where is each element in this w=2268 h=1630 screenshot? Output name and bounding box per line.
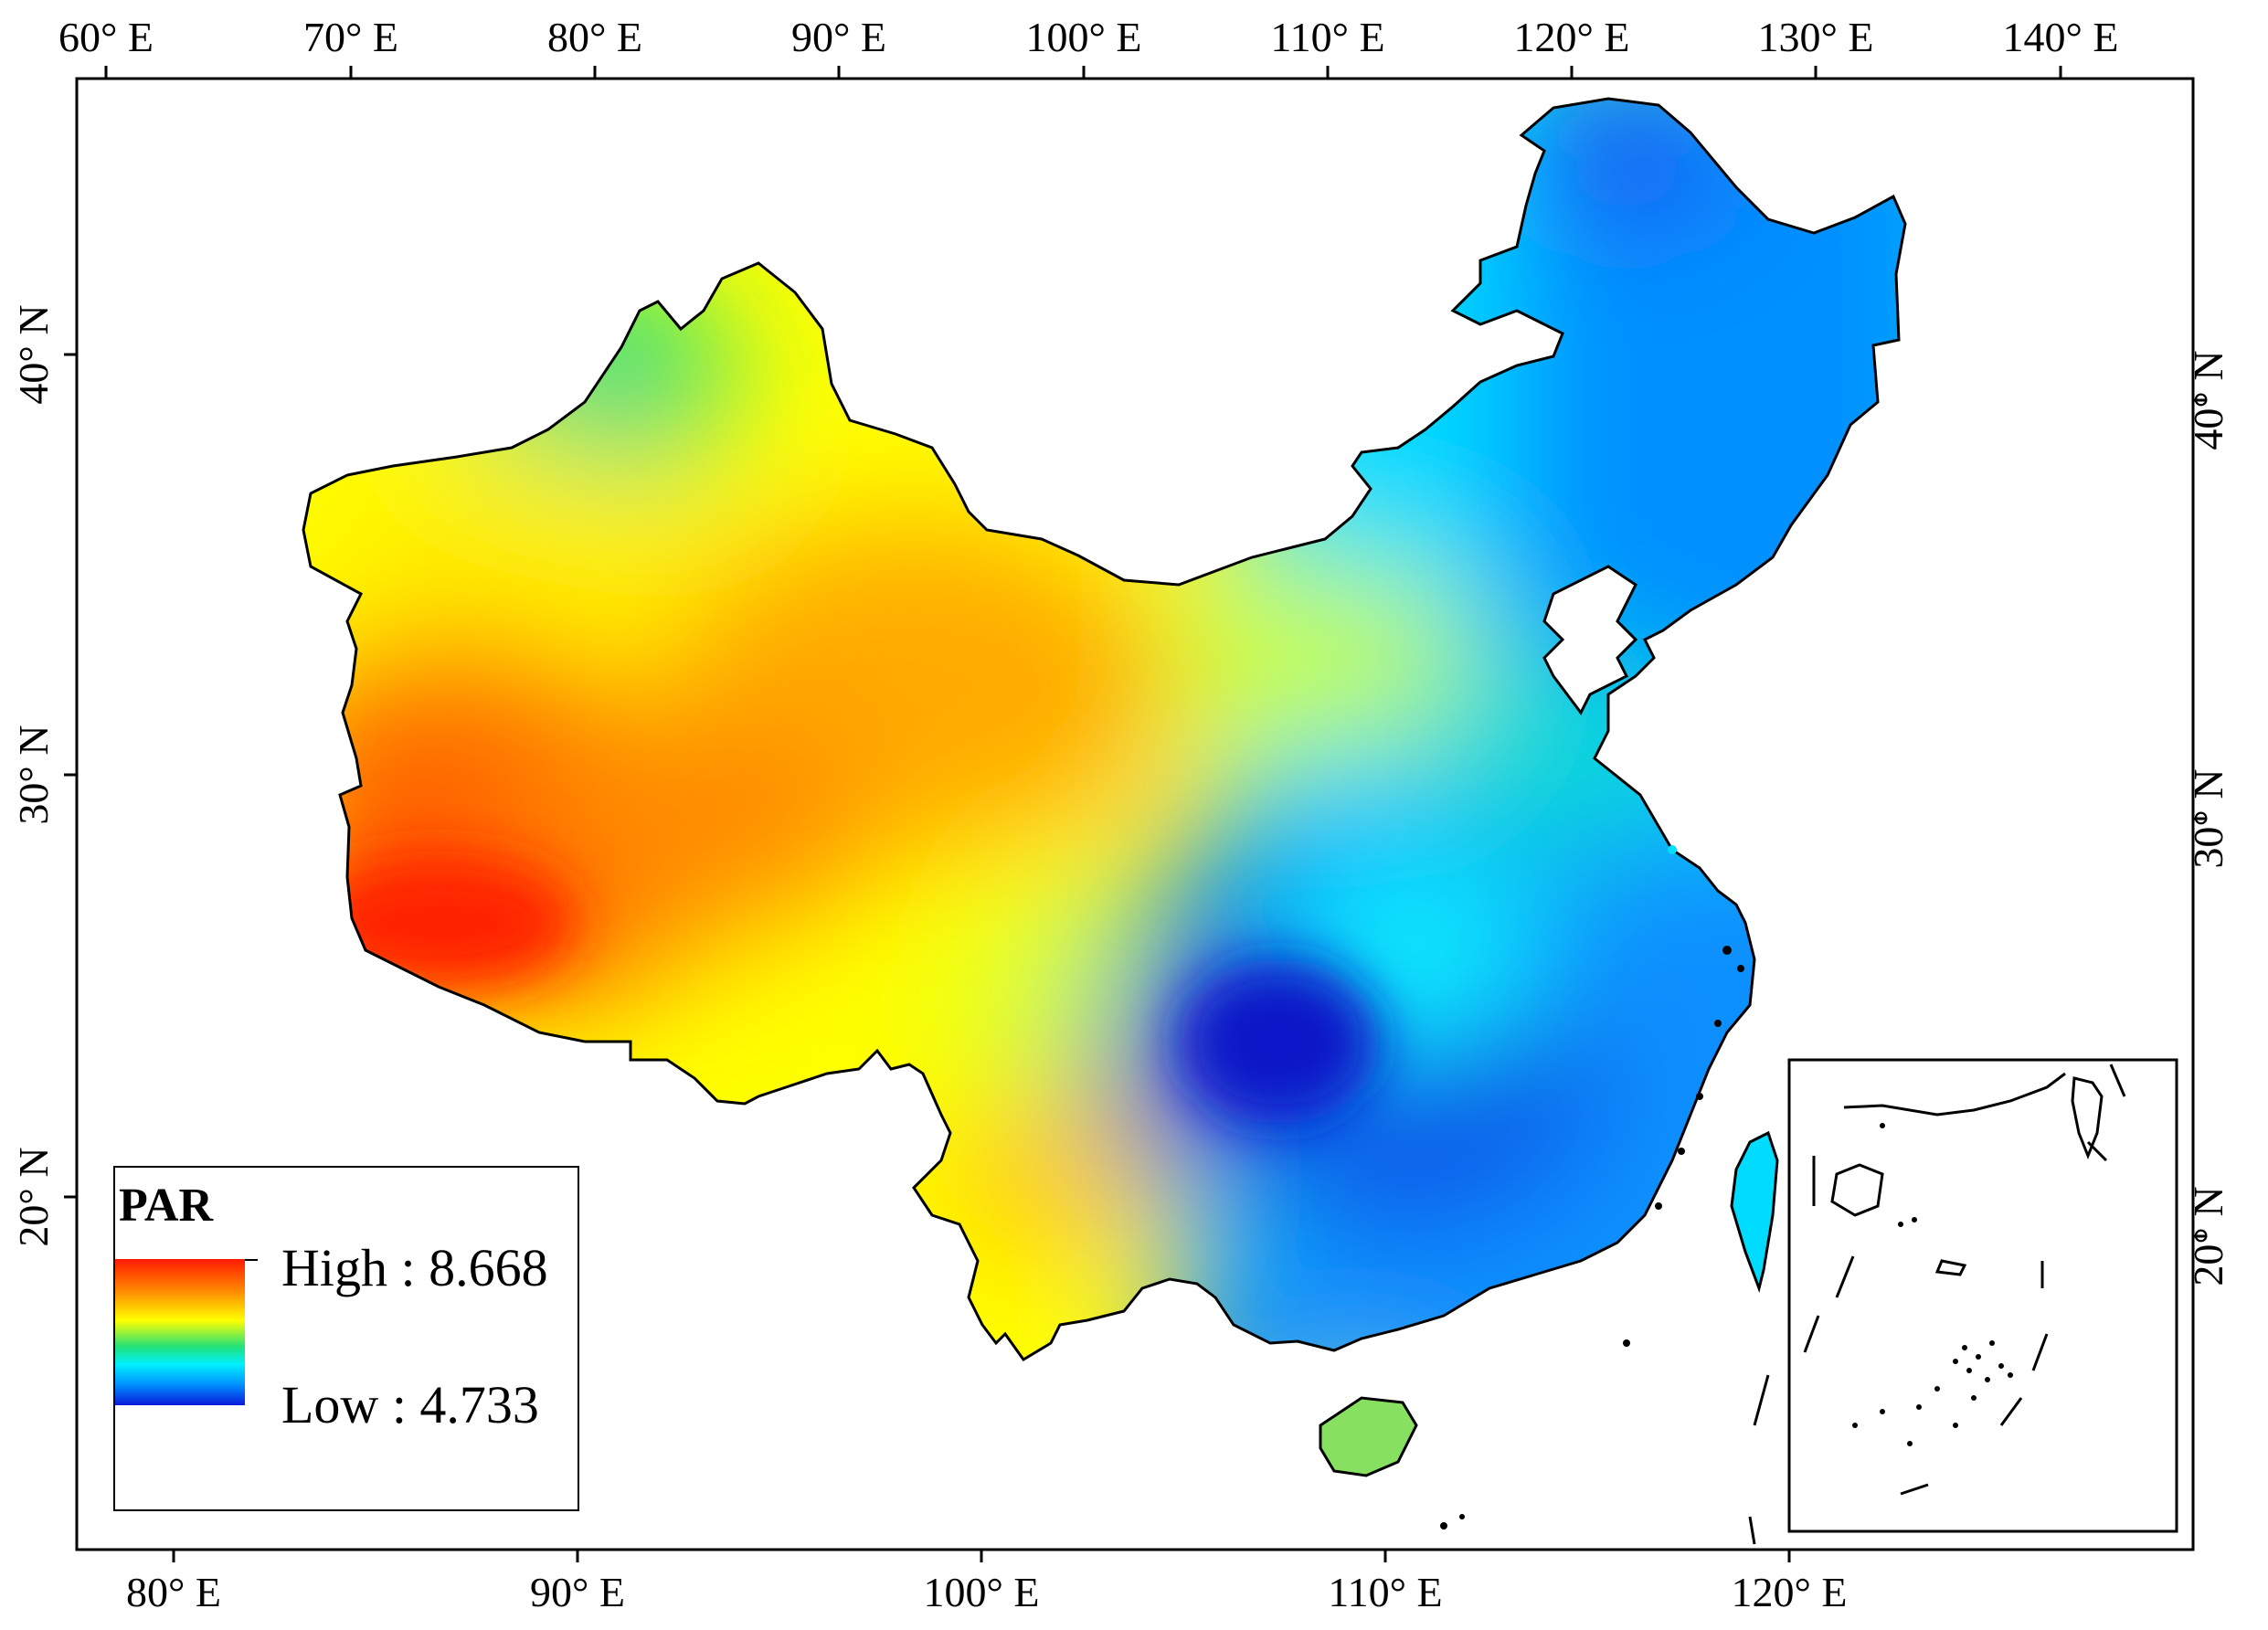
bottom-axis-labels: 80° E 90° E 100° E 110° E 120° E <box>126 1569 1848 1615</box>
top-label: 100° E <box>1026 14 1142 60</box>
bottom-label: 120° E <box>1732 1569 1848 1615</box>
top-label: 70° E <box>303 14 398 60</box>
legend-high-label: High : 8.668 <box>281 1238 548 1297</box>
legend-low-label: Low : 4.733 <box>281 1375 539 1434</box>
bottom-label: 90° E <box>530 1569 625 1615</box>
left-axis-labels: 40° N 30° N 20° N <box>10 304 57 1246</box>
bottom-label: 100° E <box>924 1569 1040 1615</box>
bottom-label: 110° E <box>1328 1569 1442 1615</box>
legend-high-tick <box>245 1259 258 1261</box>
left-label: 20° N <box>10 1147 57 1246</box>
bottom-label: 80° E <box>126 1569 221 1615</box>
top-label: 90° E <box>791 14 886 60</box>
left-label: 40° N <box>10 304 57 404</box>
left-label: 30° N <box>10 725 57 824</box>
right-axis-ticks <box>2193 398 2206 1238</box>
hainan-island <box>1319 1396 1418 1477</box>
right-label: 30° N <box>2185 768 2231 868</box>
bottom-axis-ticks <box>172 1550 1791 1562</box>
taiwan-island <box>1730 1130 1779 1294</box>
top-label: 120° E <box>1514 14 1630 60</box>
top-label: 80° E <box>547 14 642 60</box>
top-axis-labels: 60° E 70° E 80° E 90° E 100° E 110° E 12… <box>58 14 2119 60</box>
nine-dash-line-segment <box>1753 1374 1770 1426</box>
coastal-islets <box>1440 845 1744 1529</box>
top-label: 110° E <box>1270 14 1384 60</box>
top-label: 60° E <box>58 14 154 60</box>
map-frame <box>75 77 2195 1551</box>
right-label: 40° N <box>2185 350 2231 450</box>
bohai-sea <box>1542 565 1638 715</box>
nine-dash-line-segment <box>1748 1516 1756 1545</box>
south-china-sea-inset <box>1787 1058 2178 1533</box>
top-label: 130° E <box>1758 14 1874 60</box>
legend-color-ramp <box>115 1259 245 1405</box>
top-label: 140° E <box>2003 14 2119 60</box>
right-axis-labels: 40° N 30° N 20° N <box>2185 350 2231 1286</box>
legend-title: PAR <box>119 1180 214 1232</box>
legend: PAR High : 8.668 Low : 4.733 <box>113 1166 579 1511</box>
top-axis-ticks <box>104 66 2062 79</box>
left-axis-ticks <box>64 353 77 1199</box>
right-label: 20° N <box>2185 1186 2231 1286</box>
